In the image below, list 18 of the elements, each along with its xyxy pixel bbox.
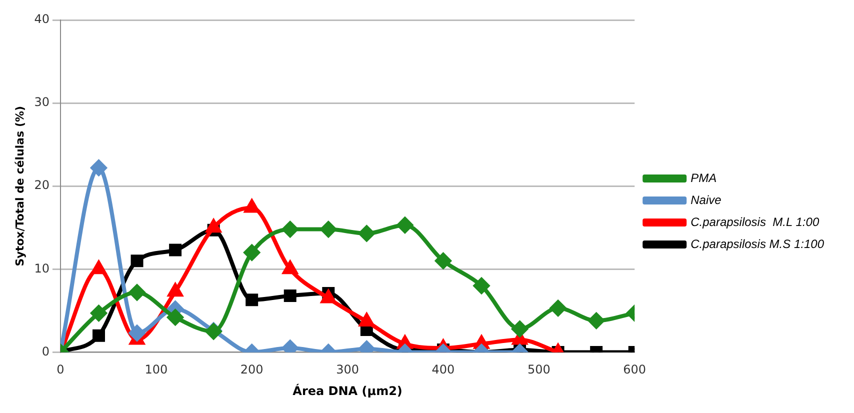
x-tick-label: 200 [240, 362, 264, 377]
legend-label: Naive [690, 192, 722, 207]
y-tick-label: 40 [34, 12, 50, 26]
x-tick-label: 100 [144, 362, 168, 377]
legend-label: C.parapsilosis M.L 1:00 [690, 214, 820, 229]
x-tick-label: 0 [56, 362, 64, 377]
y-tick-label: 10 [34, 261, 50, 276]
y-axis-title: Sytox/Total de células (%) [13, 106, 26, 266]
x-tick-label: 300 [336, 362, 359, 377]
legend-label: C.parapsilosis M.S 1:100 [690, 236, 824, 251]
y-tick-label: 20 [34, 178, 50, 192]
x-axis-title: Área DNA (µm2) [292, 382, 402, 398]
y-tick-label: 0 [42, 344, 50, 358]
y-tick-label: 30 [34, 95, 50, 110]
x-tick-label: 600 [623, 362, 646, 377]
legend-label: PMA [690, 170, 717, 185]
x-tick-label: 400 [432, 362, 455, 377]
x-tick-label: 500 [527, 362, 550, 377]
